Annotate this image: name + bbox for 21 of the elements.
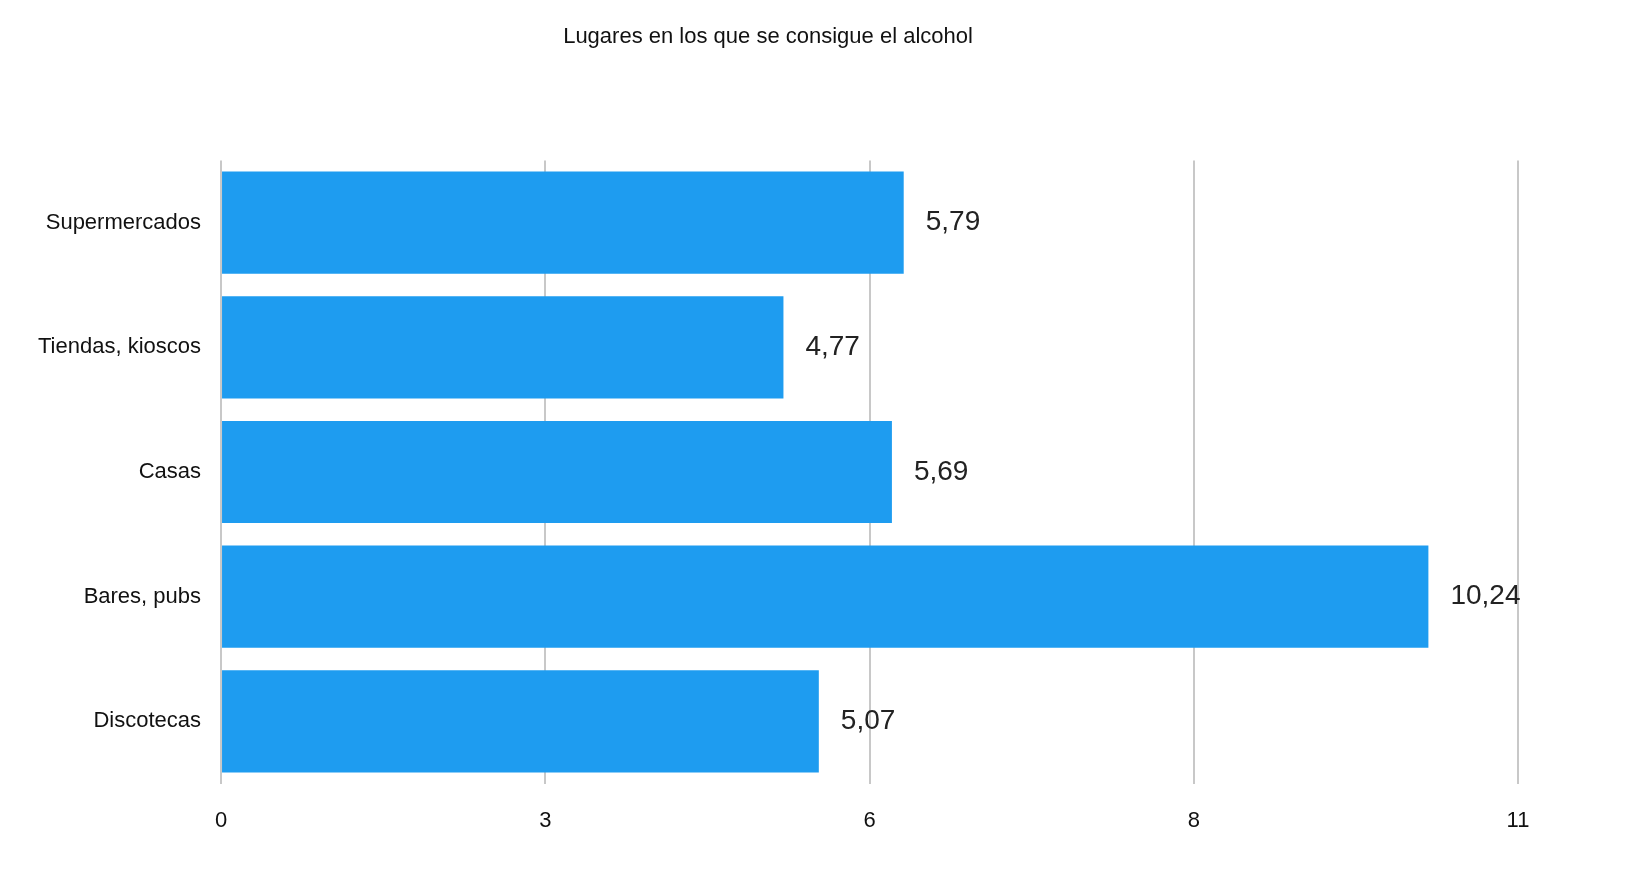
y-tick-label: Bares, pubs (83, 582, 202, 608)
data-label: 10,24 (1450, 579, 1521, 611)
bar (222, 545, 1429, 648)
data-label: 4,77 (805, 330, 860, 362)
x-tick-label: 11 (1506, 806, 1530, 832)
x-tick-label: 0 (214, 806, 228, 832)
x-tick-label: 3 (539, 806, 552, 832)
chart-title: Lugares en los que se consigue el alcohol (563, 23, 973, 49)
bar (222, 670, 819, 773)
data-label: 5,07 (840, 704, 896, 735)
bar (222, 171, 904, 274)
bar (222, 420, 892, 524)
y-tick-label: Tiendas, kioscos (37, 333, 202, 359)
data-label: 5,69 (913, 454, 969, 486)
bar (222, 296, 784, 399)
data-label: 5,79 (925, 205, 981, 237)
x-tick-label: 6 (863, 806, 876, 832)
x-tick-label: 8 (1187, 806, 1200, 832)
y-tick-label: Discotecas (93, 707, 202, 733)
y-tick-label: Casas (138, 458, 202, 484)
y-tick-label: Supermercados (45, 208, 202, 234)
